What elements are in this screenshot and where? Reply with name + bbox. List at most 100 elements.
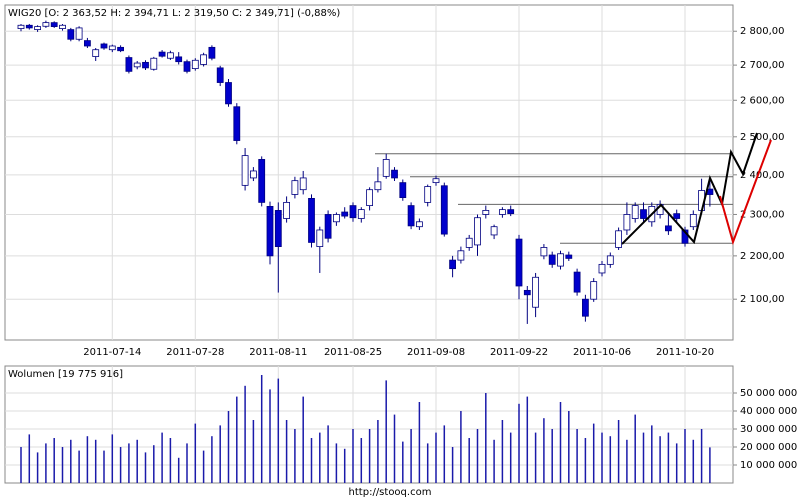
volume-bar [543, 418, 545, 483]
candle-body [249, 170, 257, 179]
y-tick-label: 2 400,00 [740, 170, 785, 181]
candle-body [183, 61, 191, 72]
volume-bar [485, 393, 487, 483]
volume-bar [111, 434, 114, 483]
volume-bar [202, 450, 205, 483]
volume-bar [476, 429, 479, 483]
volume-bar [78, 450, 80, 483]
candle-body [457, 250, 465, 261]
y-tick-label: 2 700,00 [740, 60, 785, 71]
y-tick-label: 40 000 000 [740, 406, 797, 417]
volume-bar [451, 447, 454, 483]
volume-bar [128, 443, 130, 483]
candle-body [407, 205, 415, 227]
volume-bar [559, 402, 562, 483]
volume-bar [211, 436, 213, 483]
x-tick-label: 2011-08-25 [324, 347, 382, 358]
volume-bar [360, 438, 363, 483]
volume-bar [169, 438, 172, 483]
candle-body [382, 159, 390, 177]
candle-body [175, 56, 183, 63]
volume-bar [617, 420, 620, 483]
candle-body [225, 82, 232, 105]
candle-body [557, 253, 564, 267]
volume-bar [343, 448, 346, 483]
candle-body [332, 214, 340, 223]
projection-line [719, 139, 772, 246]
candle-body [640, 209, 647, 219]
candle-body [507, 209, 515, 215]
volume-bar [70, 439, 72, 483]
y-tick-label: 2 100,00 [740, 294, 785, 305]
volume-bar [385, 380, 387, 483]
candle-body [482, 210, 490, 215]
volume-bar [227, 411, 230, 483]
candle-body [689, 214, 697, 228]
candle-body [216, 67, 224, 83]
volume-bar [402, 441, 404, 483]
candle-body [100, 43, 108, 49]
volume-bar [20, 447, 22, 483]
volume-bar [609, 436, 612, 483]
volume-bar [667, 432, 670, 483]
volume-bar [709, 447, 711, 483]
volume-bar [236, 396, 238, 483]
candle-body [158, 51, 166, 57]
candle-body [274, 210, 282, 248]
candle-body [308, 198, 315, 243]
candle-body [324, 214, 332, 239]
volume-bar [244, 385, 246, 483]
volume-bar [219, 425, 221, 483]
candle-body [67, 29, 75, 40]
volume-bar [194, 423, 197, 483]
candle-body [374, 181, 382, 191]
candle-body [665, 225, 672, 232]
volume-bar [368, 429, 371, 483]
volume-bar [177, 457, 180, 483]
candle-body [150, 57, 158, 70]
volume-bar [659, 436, 661, 483]
candle-body [598, 263, 606, 274]
volume-bar [700, 429, 703, 483]
volume-bar [335, 443, 338, 483]
candle-body [59, 24, 66, 29]
candle-body [631, 205, 639, 219]
volume-bar [642, 432, 645, 483]
volume-bar [161, 432, 163, 483]
candle-body [532, 276, 539, 308]
volume-bar [319, 432, 321, 483]
volume-bar [551, 429, 553, 483]
candle-body [125, 57, 133, 72]
volume-bar [393, 414, 396, 483]
volume-bar [294, 429, 296, 483]
volume-bar [153, 445, 155, 483]
y-tick-label: 50 000 000 [740, 388, 797, 399]
candle-body [349, 205, 357, 219]
y-tick-label: 30 000 000 [740, 424, 797, 435]
candle-body [540, 247, 548, 257]
x-tick-label: 2011-10-06 [573, 347, 631, 358]
volume-bar [675, 443, 678, 483]
y-tick-label: 2 300,00 [740, 209, 785, 220]
pattern-line [621, 132, 758, 245]
y-tick-label: 2 600,00 [740, 95, 785, 106]
candle-body [233, 106, 241, 141]
volume-bar [45, 443, 47, 483]
x-tick-label: 2011-10-20 [656, 347, 714, 358]
volume-bar [53, 438, 55, 483]
volume-bar [426, 443, 429, 483]
volume-bar [119, 447, 122, 483]
price-panel [4, 4, 734, 341]
candle-body [117, 46, 124, 52]
volume-bar [269, 389, 271, 483]
candle-body [108, 45, 116, 51]
volume-bar [493, 439, 495, 483]
candle-body [424, 186, 432, 203]
candle-body [474, 217, 481, 246]
candle-body [258, 159, 266, 203]
volume-title: Wolumen [19 775 916] [8, 369, 123, 380]
candle-body [391, 169, 398, 179]
candle-body [573, 271, 581, 293]
volume-bar [310, 438, 313, 483]
